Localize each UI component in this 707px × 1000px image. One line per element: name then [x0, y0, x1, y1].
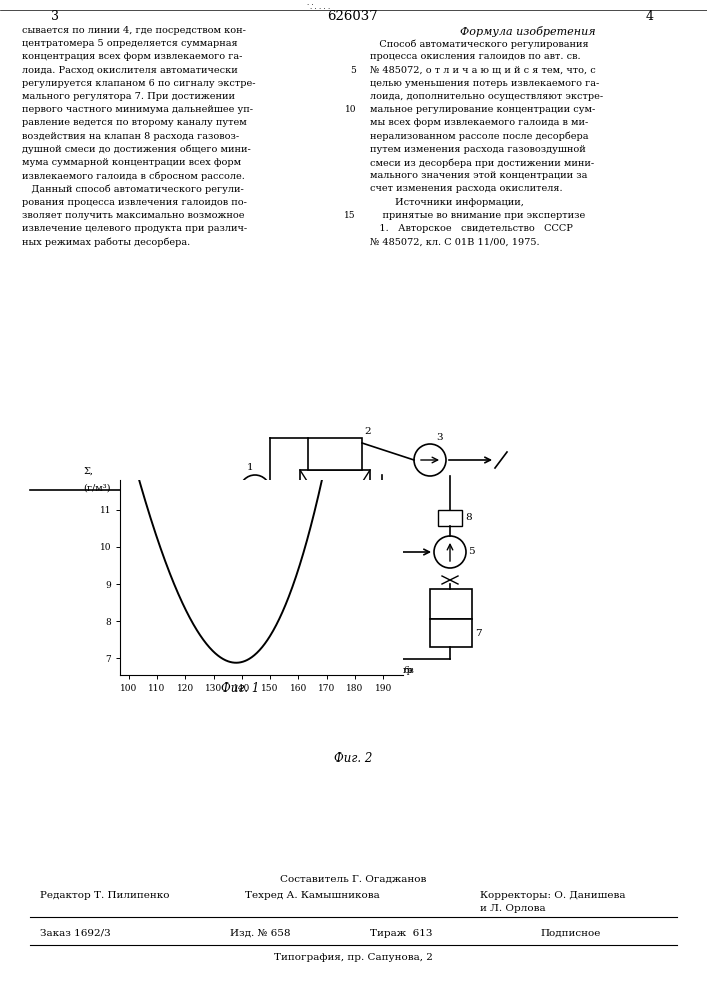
- Text: Заказ 1692/3: Заказ 1692/3: [40, 929, 111, 938]
- Text: № 485072, кл. С 01В 11/00, 1975.: № 485072, кл. С 01В 11/00, 1975.: [370, 237, 539, 246]
- Text: Типография, пр. Сапунова, 2: Типография, пр. Сапунова, 2: [274, 953, 433, 962]
- Bar: [430, 589, 472, 619]
- Text: Подписное: Подписное: [540, 929, 600, 938]
- Circle shape: [434, 536, 466, 568]
- Text: 2: 2: [364, 427, 370, 436]
- Text: мы всех форм извлекаемого галоида в ми-: мы всех форм извлекаемого галоида в ми-: [370, 118, 588, 127]
- Text: рования процесса извлечения галоидов по-: рования процесса извлечения галоидов по-: [22, 198, 247, 207]
- Text: мальное регулирование концентрации сум-: мальное регулирование концентрации сум-: [370, 105, 595, 114]
- Text: 6в: 6в: [403, 666, 414, 675]
- Text: 15: 15: [344, 211, 356, 220]
- Text: Σ,: Σ,: [83, 466, 93, 475]
- Text: . .: . .: [307, 0, 313, 6]
- Text: воздействия на клапан 8 расхода газовоз-: воздействия на клапан 8 расхода газовоз-: [22, 132, 239, 141]
- Text: мального значения этой концентрации за: мального значения этой концентрации за: [370, 171, 588, 180]
- Text: регулируется клапаном 6 по сигналу экстре-: регулируется клапаном 6 по сигналу экстр…: [22, 79, 255, 88]
- Text: Составитель Г. Огаджанов: Составитель Г. Огаджанов: [280, 875, 426, 884]
- Text: 4: 4: [646, 9, 654, 22]
- Text: принятые во внимание при экспертизе: принятые во внимание при экспертизе: [370, 211, 585, 220]
- Text: процесса окисления галоидов по авт. св.: процесса окисления галоидов по авт. св.: [370, 52, 580, 61]
- Text: Корректоры: О. Данишева: Корректоры: О. Данишева: [480, 891, 626, 900]
- Text: 4: 4: [339, 592, 346, 601]
- Text: ных режимах работы десорбера.: ных режимах работы десорбера.: [22, 237, 190, 247]
- Text: путем изменения расхода газовоздушной: путем изменения расхода газовоздушной: [370, 145, 586, 154]
- Text: целью уменьшения потерь извлекаемого га-: целью уменьшения потерь извлекаемого га-: [370, 79, 600, 88]
- Text: гр: гр: [403, 656, 414, 675]
- Text: 3: 3: [437, 433, 443, 442]
- Text: 8: 8: [465, 514, 472, 522]
- Text: 6: 6: [230, 504, 237, 513]
- Text: душной смеси до достижения общего мини-: душной смеси до достижения общего мини-: [22, 145, 251, 154]
- Text: Фиг. 1: Фиг. 1: [221, 682, 259, 695]
- Text: Формула изобретения: Формула изобретения: [460, 26, 595, 37]
- Bar: [308, 438, 362, 470]
- Text: 10: 10: [344, 105, 356, 114]
- Text: Источники информации,: Источники информации,: [370, 198, 524, 207]
- Text: равление ведется по второму каналу путем: равление ведется по второму каналу путем: [22, 118, 247, 127]
- Text: Способ автоматического регулирования: Способ автоматического регулирования: [370, 39, 589, 49]
- Text: и Л. Орлова: и Л. Орлова: [480, 904, 546, 913]
- Text: первого частного минимума дальнейшее уп-: первого частного минимума дальнейшее уп-: [22, 105, 253, 114]
- Text: Техред А. Камышникова: Техред А. Камышникова: [245, 891, 380, 900]
- Text: зволяет получить максимально возможное: зволяет получить максимально возможное: [22, 211, 245, 220]
- Text: смеси из десорбера при достижении мини-: смеси из десорбера при достижении мини-: [370, 158, 594, 167]
- Circle shape: [240, 475, 270, 505]
- Text: Тираж  613: Тираж 613: [370, 929, 433, 938]
- Text: Данный способ автоматического регули-: Данный способ автоматического регули-: [22, 184, 244, 194]
- Bar: [430, 619, 472, 647]
- Text: Изд. № 658: Изд. № 658: [230, 929, 291, 938]
- Text: центратомера 5 определяется суммарная: центратомера 5 определяется суммарная: [22, 39, 238, 48]
- Text: лоида, дополнительно осуществляют экстре-: лоида, дополнительно осуществляют экстре…: [370, 92, 603, 101]
- Bar: [438, 510, 462, 526]
- Text: лоида. Расход окислителя автоматически: лоида. Расход окислителя автоматически: [22, 66, 238, 75]
- Text: нерализованном рассоле после десорбера: нерализованном рассоле после десорбера: [370, 132, 588, 141]
- Text: извлекаемого галоида в сбросном рассоле.: извлекаемого галоида в сбросном рассоле.: [22, 171, 245, 181]
- Text: извлечение целевого продукта при различ-: извлечение целевого продукта при различ-: [22, 224, 247, 233]
- Text: 1: 1: [247, 463, 253, 472]
- Text: 626037: 626037: [327, 9, 378, 22]
- Text: (г/м³): (г/м³): [83, 484, 111, 493]
- Text: 5: 5: [468, 548, 474, 556]
- Text: . . . . .: . . . . .: [310, 4, 330, 10]
- Text: № 485072, о т л и ч а ю щ и й с я тем, что, с: № 485072, о т л и ч а ю щ и й с я тем, ч…: [370, 66, 596, 75]
- Text: 7: 7: [475, 629, 481, 638]
- Text: Фиг. 2: Фиг. 2: [334, 752, 372, 765]
- Text: мального регулятора 7. При достижении: мального регулятора 7. При достижении: [22, 92, 235, 101]
- Text: 1.   Авторское   свидетельство   СССР: 1. Авторское свидетельство СССР: [370, 224, 573, 233]
- Circle shape: [414, 444, 446, 476]
- Text: мума суммарной концентрации всех форм: мума суммарной концентрации всех форм: [22, 158, 241, 167]
- Text: счет изменения расхода окислителя.: счет изменения расхода окислителя.: [370, 184, 563, 193]
- Text: 5: 5: [350, 66, 356, 75]
- Text: сывается по линии 4, где посредством кон-: сывается по линии 4, где посредством кон…: [22, 26, 246, 35]
- Text: 3: 3: [51, 9, 59, 22]
- Bar: [300, 470, 370, 580]
- Text: Редактор Т. Пилипенко: Редактор Т. Пилипенко: [40, 891, 170, 900]
- Text: концентрация всех форм извлекаемого га-: концентрация всех форм извлекаемого га-: [22, 52, 243, 61]
